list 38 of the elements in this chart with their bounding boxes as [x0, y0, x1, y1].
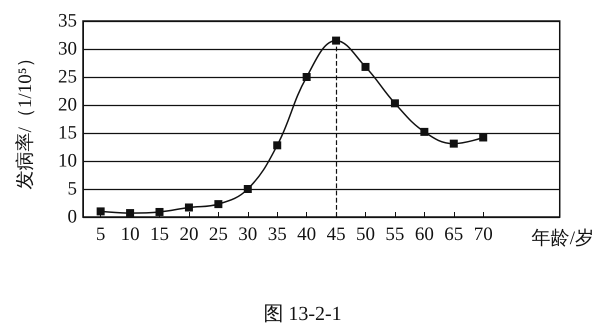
x-tick-label: 40 — [297, 224, 316, 245]
x-tick-label: 45 — [326, 224, 346, 245]
x-tick-label: 60 — [414, 224, 434, 245]
x-tick-label: 15 — [150, 224, 170, 245]
y-tick-label: 20 — [58, 94, 77, 116]
point — [302, 73, 311, 81]
x-tick-label: 35 — [268, 224, 287, 245]
x-tick-label: 55 — [385, 224, 404, 245]
x-tick-label: 10 — [120, 224, 140, 245]
point — [273, 141, 282, 150]
point — [362, 62, 370, 71]
x-tick-label: 70 — [474, 224, 493, 245]
x-tick-label: 25 — [208, 224, 228, 245]
x-tick-label: 65 — [444, 224, 464, 245]
point — [184, 203, 193, 212]
point — [450, 140, 458, 148]
y-tick-label: 15 — [58, 122, 77, 144]
y-tick-label: 25 — [58, 66, 77, 88]
point — [479, 133, 488, 142]
y-tick-label: 30 — [58, 38, 77, 60]
x-tick-label: 20 — [179, 224, 198, 245]
x-tick-label: 30 — [238, 224, 258, 245]
point — [420, 128, 428, 136]
y-tick-label: 35 — [58, 10, 77, 32]
y-tick-label: 5 — [68, 178, 77, 200]
caption: 图 13-2-1 — [263, 303, 342, 325]
point — [390, 99, 399, 108]
y-axis-title: 发病率/（1/10⁵） — [14, 48, 36, 190]
point — [126, 209, 134, 218]
x-tick-label: 50 — [356, 224, 375, 245]
point — [332, 36, 340, 45]
y-tick-label: 0 — [68, 206, 77, 228]
point — [156, 208, 164, 216]
y-tick-label: 10 — [58, 150, 77, 172]
x-tick-label: 5 — [96, 224, 106, 245]
point — [214, 200, 222, 208]
x-axis-title: 年龄/岁 — [532, 228, 594, 249]
point — [244, 185, 252, 193]
